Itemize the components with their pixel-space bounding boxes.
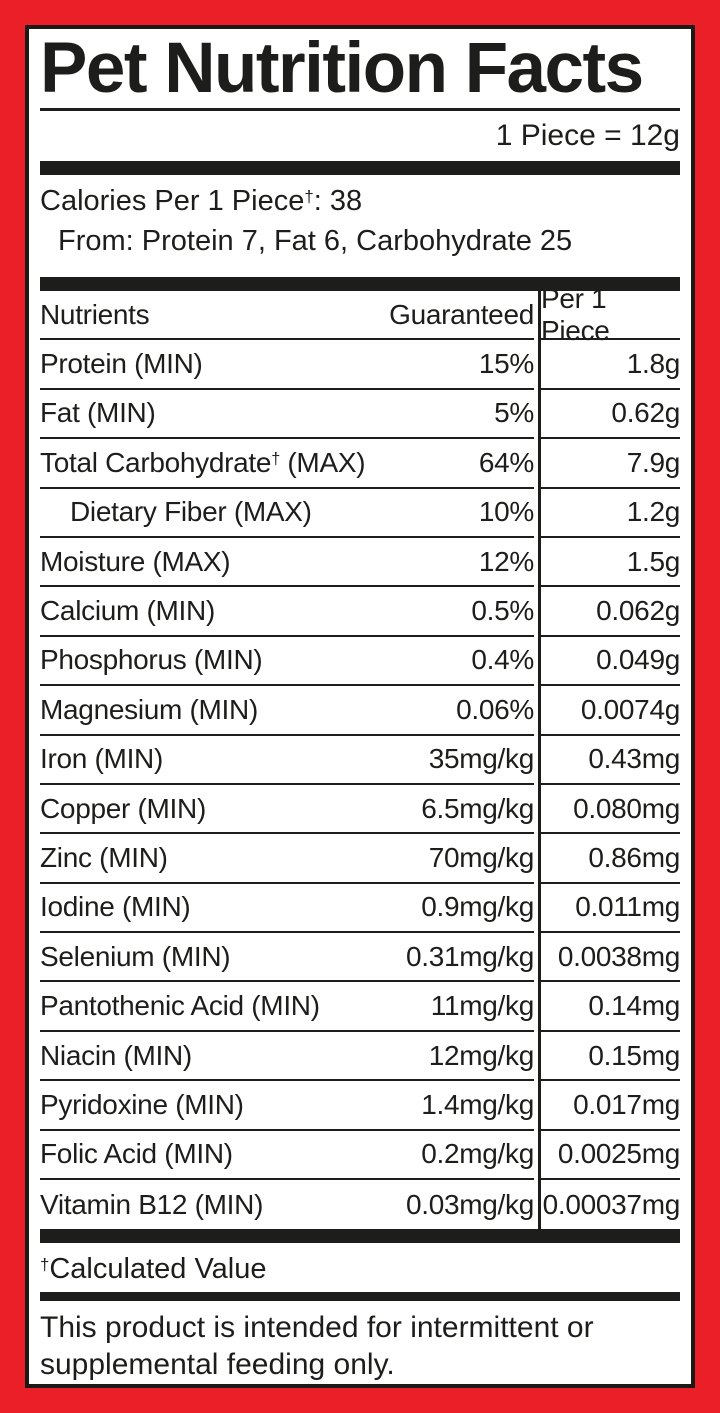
feeding-disclaimer: This product is intended for intermitten… xyxy=(40,1311,594,1382)
per-piece-value: 0.0038mg xyxy=(541,933,680,983)
nutrient-name: Moisture (MAX) xyxy=(40,545,231,577)
guaranteed-value: 12mg/kg xyxy=(428,1039,535,1071)
table-row: Pantothenic Acid (MIN) 11mg/kg 0.14mg xyxy=(40,982,680,1032)
table-row: Folic Acid (MIN) 0.2mg/kg 0.0025mg xyxy=(40,1131,680,1181)
nutrient-name: Zinc (MIN) xyxy=(40,841,168,873)
table-row: Copper (MIN) 6.5mg/kg 0.080mg xyxy=(40,785,680,835)
calories-section: Calories Per 1 Piece†: 38 From: Protein … xyxy=(40,175,680,259)
per-piece-value: 1.5g xyxy=(541,538,680,588)
table-header-row: Nutrients Guaranteed Per 1 Piece xyxy=(40,283,680,346)
guaranteed-value: 5% xyxy=(494,397,534,429)
guaranteed-value: 15% xyxy=(478,348,534,380)
title-rule xyxy=(40,108,680,111)
nutrient-name: Vitamin B12 (MIN) xyxy=(40,1188,264,1220)
section-bar-footnote xyxy=(40,1292,680,1302)
guaranteed-value: 0.2mg/kg xyxy=(421,1138,534,1170)
guaranteed-value: 0.06% xyxy=(456,693,534,725)
table-row: Magnesium (MIN) 0.06% 0.0074g xyxy=(40,686,680,736)
per-piece-value: 0.017mg xyxy=(541,1081,680,1131)
col-header-guaranteed: Guaranteed xyxy=(389,298,534,330)
guaranteed-value: 0.5% xyxy=(471,595,534,627)
table-row: Fat (MIN) 5% 0.62g xyxy=(40,390,680,440)
table-row: Vitamin B12 (MIN) 0.03mg/kg 0.00037mg xyxy=(40,1180,680,1229)
section-bar-table-bottom xyxy=(40,1229,680,1244)
guaranteed-value: 0.9mg/kg xyxy=(421,891,534,923)
per-piece-value: 1.8g xyxy=(541,340,680,390)
guaranteed-value: 35mg/kg xyxy=(428,743,535,775)
col-header-nutrients: Nutrients xyxy=(40,298,150,330)
section-bar-top xyxy=(40,161,680,175)
col-header-per-piece: Per 1 Piece xyxy=(541,283,680,346)
guaranteed-value: 11mg/kg xyxy=(430,990,535,1022)
table-row: Pyridoxine (MIN) 1.4mg/kg 0.017mg xyxy=(40,1081,680,1131)
table-row: Iodine (MIN) 0.9mg/kg 0.011mg xyxy=(40,884,680,934)
table-row: Protein (MIN) 15% 1.8g xyxy=(40,340,680,390)
per-piece-value: 0.86mg xyxy=(541,834,680,884)
table-row: Zinc (MIN) 70mg/kg 0.86mg xyxy=(40,834,680,884)
table-row: Dietary Fiber (MAX) 10% 1.2g xyxy=(40,489,680,538)
per-piece-value: 0.00037mg xyxy=(542,1188,681,1220)
guaranteed-value: 64% xyxy=(478,446,534,478)
table-row: Moisture (MAX) 12% 1.5g xyxy=(40,538,680,588)
nutrient-name: Dietary Fiber (MAX) xyxy=(70,496,312,528)
per-piece-value: 0.0025mg xyxy=(541,1131,680,1181)
guaranteed-value: 70mg/kg xyxy=(428,841,535,873)
per-piece-value: 1.2g xyxy=(541,489,680,538)
table-row: Phosphorus (MIN) 0.4% 0.049g xyxy=(40,637,680,687)
nutrient-name: Calcium (MIN) xyxy=(40,595,215,627)
per-piece-value: 7.9g xyxy=(541,439,680,489)
nutrition-facts-panel: Pet Nutrition Facts 1 Piece = 12g Calori… xyxy=(25,25,695,1388)
per-piece-value: 0.062g xyxy=(541,587,680,637)
calories-line: Calories Per 1 Piece†: 38 xyxy=(40,185,363,217)
guaranteed-value: 0.31mg/kg xyxy=(405,940,534,972)
per-piece-value: 0.43mg xyxy=(541,736,680,785)
per-piece-value: 0.14mg xyxy=(541,982,680,1032)
nutrient-name: Niacin (MIN) xyxy=(40,1039,192,1071)
nutrient-name: Selenium (MIN) xyxy=(40,940,231,972)
guaranteed-value: 0.03mg/kg xyxy=(405,1188,534,1220)
calculated-value-footnote: †Calculated Value xyxy=(40,1253,267,1286)
nutrient-name: Fat (MIN) xyxy=(40,397,156,429)
nutrient-name: Pyridoxine (MIN) xyxy=(40,1088,244,1120)
per-piece-value: 0.62g xyxy=(541,390,680,440)
nutrient-name: Total Carbohydrate† (MAX) xyxy=(40,446,366,478)
column-divider xyxy=(538,291,541,1230)
nutrient-name: Folic Acid (MIN) xyxy=(40,1138,233,1170)
table-row: Niacin (MIN) 12mg/kg 0.15mg xyxy=(40,1032,680,1082)
guaranteed-value: 0.4% xyxy=(471,644,534,676)
per-piece-value: 0.011mg xyxy=(541,884,680,934)
per-piece-value: 0.049g xyxy=(541,637,680,687)
serving-size: 1 Piece = 12g xyxy=(495,119,680,152)
table-row: Calcium (MIN) 0.5% 0.062g xyxy=(40,587,680,637)
nutrient-name: Iron (MIN) xyxy=(40,743,164,775)
guaranteed-value: 1.4mg/kg xyxy=(421,1088,534,1120)
table-row: Total Carbohydrate† (MAX) 64% 7.9g xyxy=(40,439,680,489)
per-piece-value: 0.15mg xyxy=(541,1032,680,1082)
table-row: Selenium (MIN) 0.31mg/kg 0.0038mg xyxy=(40,933,680,983)
guaranteed-value: 6.5mg/kg xyxy=(421,792,534,824)
guaranteed-value: 10% xyxy=(478,496,534,528)
nutrient-name: Phosphorus (MIN) xyxy=(40,644,263,676)
nutrient-name: Copper (MIN) xyxy=(40,792,206,824)
nutrients-table: Nutrients Guaranteed Per 1 Piece Protein… xyxy=(40,283,680,1230)
guaranteed-value: 12% xyxy=(478,545,534,577)
table-row: Iron (MIN) 35mg/kg 0.43mg xyxy=(40,736,680,785)
section-bar-table-top xyxy=(40,277,680,291)
nutrient-name: Iodine (MIN) xyxy=(40,891,191,923)
nutrient-name: Magnesium (MIN) xyxy=(40,693,258,725)
per-piece-value: 0.0074g xyxy=(541,686,680,736)
page-title: Pet Nutrition Facts xyxy=(40,29,644,108)
calories-from-line: From: Protein 7, Fat 6, Carbohydrate 25 xyxy=(58,225,573,257)
per-piece-value: 0.080mg xyxy=(541,785,680,835)
nutrient-name: Protein (MIN) xyxy=(40,348,203,380)
nutrient-name: Pantothenic Acid (MIN) xyxy=(40,990,320,1022)
